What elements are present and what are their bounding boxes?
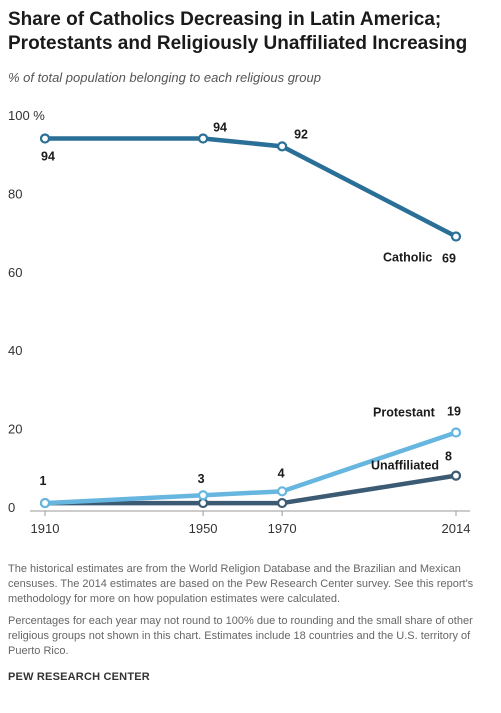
data-label-protestant: 1 xyxy=(40,474,47,488)
series-points xyxy=(39,133,462,509)
chart-subtitle: % of total population belonging to each … xyxy=(8,70,321,85)
note-methodology: The historical estimates are from the Wo… xyxy=(8,563,474,605)
data-point-protestant xyxy=(197,490,209,501)
data-label-catholic: 69 xyxy=(442,252,456,266)
series-names: Catholic Protestant Unaffiliated xyxy=(371,251,439,473)
series-name-unaffiliated: Unaffiliated xyxy=(371,459,439,473)
y-tick-label: 40 xyxy=(8,343,22,358)
series-name-protestant: Protestant xyxy=(373,406,436,420)
data-labels: 94 94 92 69 1 3 4 19 8 xyxy=(40,121,461,489)
note-rounding: Percentages for each year may not round … xyxy=(8,615,473,657)
x-tick-label: 1970 xyxy=(268,521,297,536)
title-line-1: Share of Catholics Decreasing in Latin A… xyxy=(8,9,442,30)
line-chart: 0 20 40 60 80 100 % 1910 1950 1970 2014 94 94 92 69… xyxy=(8,108,471,536)
x-axis: 1910 1950 1970 2014 xyxy=(30,510,471,536)
data-point-protestant xyxy=(450,427,462,438)
x-tick-label: 2014 xyxy=(442,521,471,536)
title-line-2: Protestants and Religiously Unaffiliated… xyxy=(8,33,468,54)
chart-notes: The historical estimates are from the Wo… xyxy=(8,562,496,666)
data-label-catholic: 94 xyxy=(213,121,227,135)
chart-title: Share of Catholics Decreasing in Latin A… xyxy=(8,8,493,56)
data-label-protestant: 4 xyxy=(278,466,285,480)
data-point-protestant xyxy=(277,486,288,497)
data-point-catholic xyxy=(197,133,209,144)
data-label-protestant: 19 xyxy=(447,405,461,419)
x-tick-label: 1950 xyxy=(189,521,218,536)
data-point-unaffiliated xyxy=(450,470,462,481)
data-label-catholic: 94 xyxy=(41,150,55,164)
series-line-unaffiliated xyxy=(42,473,459,506)
y-axis: 0 20 40 60 80 100 % xyxy=(8,108,45,515)
y-tick-label: 80 xyxy=(8,186,22,201)
data-point-catholic xyxy=(450,231,462,242)
y-tick-label: 60 xyxy=(8,265,22,280)
data-point-catholic xyxy=(39,133,51,144)
data-label-unaffiliated: 8 xyxy=(445,450,452,464)
x-tick-label: 1910 xyxy=(31,521,60,536)
data-point-unaffiliated xyxy=(277,497,288,509)
series-line-catholic xyxy=(42,136,459,239)
series-line-protestant xyxy=(42,430,459,506)
source-credit: PEW RESEARCH CENTER xyxy=(8,671,150,683)
y-tick-label: 0 xyxy=(8,500,15,515)
data-point-catholic xyxy=(277,141,288,152)
data-point-protestant xyxy=(39,497,51,509)
series-lines xyxy=(42,136,459,506)
y-tick-label: 20 xyxy=(8,422,22,437)
data-label-protestant: 3 xyxy=(198,472,205,486)
y-tick-label: 100 % xyxy=(8,108,45,123)
series-name-catholic: Catholic xyxy=(383,251,432,265)
data-label-catholic: 92 xyxy=(294,127,308,141)
